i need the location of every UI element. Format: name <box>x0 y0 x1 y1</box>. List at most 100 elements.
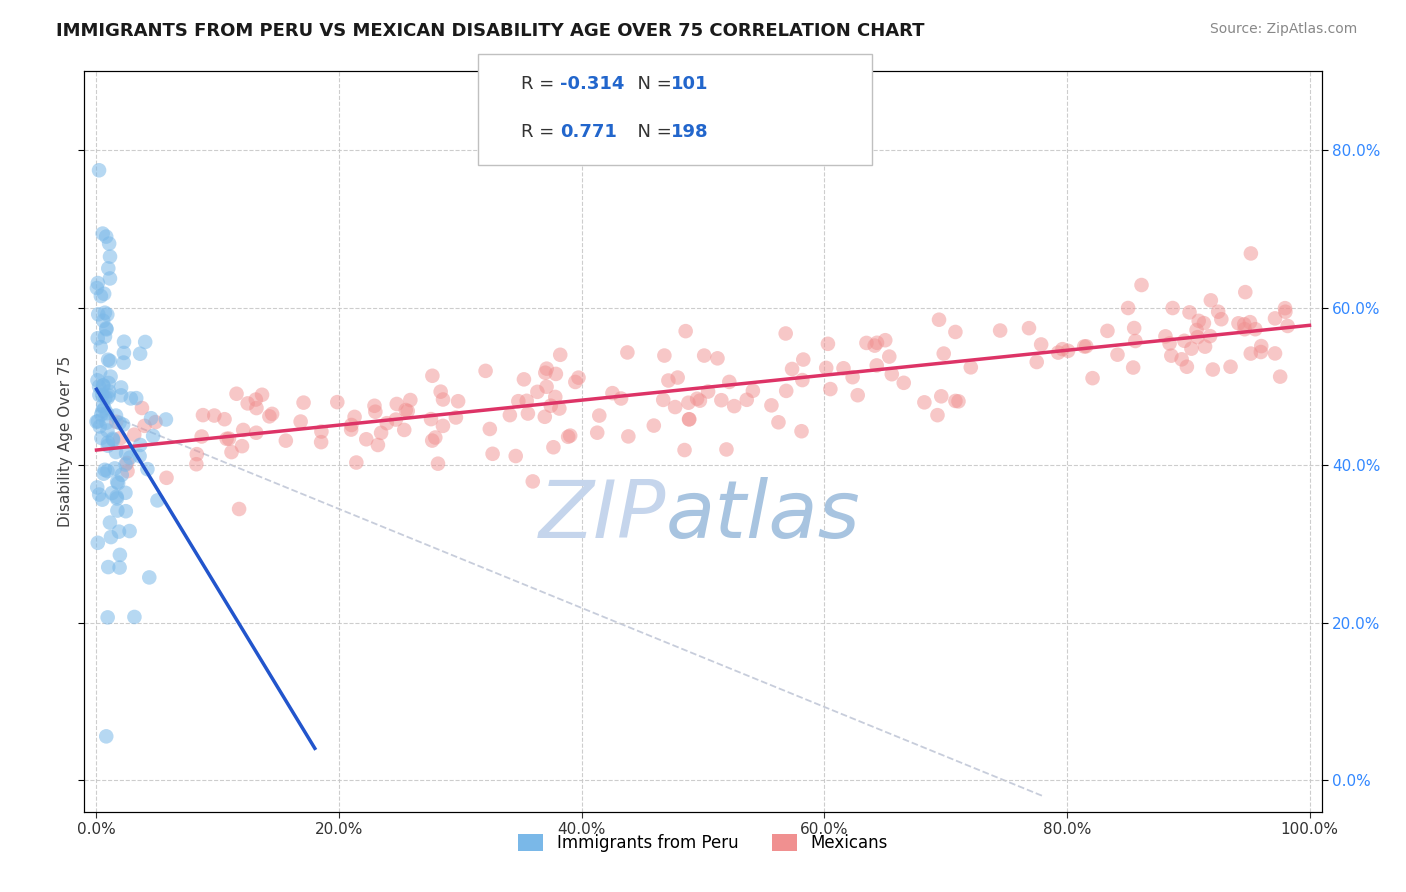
Point <box>87 536 110 550</box>
Point <box>134 334 156 349</box>
Point <box>115 446 138 460</box>
Point <box>309 435 332 450</box>
Point <box>114 504 136 518</box>
Point <box>474 364 496 378</box>
Point <box>97 610 120 624</box>
Point <box>1187 330 1209 344</box>
Point <box>385 397 408 411</box>
Point <box>1240 246 1263 260</box>
Point <box>367 438 389 452</box>
Point <box>97 439 120 453</box>
Point <box>343 409 366 424</box>
Point <box>841 370 863 384</box>
Point <box>218 432 240 446</box>
Point <box>385 412 408 426</box>
Point <box>697 384 720 399</box>
Point <box>134 418 156 433</box>
Point <box>1076 339 1098 353</box>
Point <box>508 394 530 409</box>
Point <box>155 471 177 485</box>
Point <box>228 502 250 516</box>
Point <box>420 434 443 448</box>
Point <box>87 276 110 290</box>
Point <box>673 443 696 458</box>
Point <box>124 427 146 442</box>
Point <box>146 493 169 508</box>
Point <box>689 393 711 408</box>
Point <box>87 163 110 178</box>
Point <box>98 516 121 530</box>
Point <box>1031 337 1053 351</box>
Point <box>536 361 558 376</box>
Point <box>97 376 120 390</box>
Point <box>1264 346 1286 360</box>
Point <box>104 461 127 475</box>
Point <box>557 430 579 444</box>
Point <box>610 392 633 406</box>
Point <box>90 408 112 422</box>
Point <box>775 384 797 398</box>
Point <box>128 449 150 463</box>
Point <box>91 378 114 392</box>
Point <box>90 289 112 303</box>
Point <box>1161 301 1184 315</box>
Point <box>686 392 709 406</box>
Point <box>513 372 536 386</box>
Point <box>250 388 273 402</box>
Point <box>87 379 110 393</box>
Point <box>945 393 967 408</box>
Point <box>1159 336 1181 351</box>
Point <box>86 415 108 429</box>
Point <box>706 351 728 366</box>
Point <box>1178 305 1201 319</box>
Point <box>96 730 118 744</box>
Point <box>290 415 312 429</box>
Point <box>505 449 527 463</box>
Point <box>1192 316 1215 330</box>
Point <box>780 362 803 376</box>
Point <box>723 399 745 413</box>
Point <box>516 393 538 408</box>
Point <box>96 416 118 430</box>
Point <box>395 403 418 417</box>
Point <box>97 261 120 276</box>
Point <box>221 445 243 459</box>
Point <box>560 428 582 442</box>
Point <box>138 570 160 584</box>
Point <box>877 350 900 364</box>
Point <box>214 412 236 426</box>
Point <box>768 415 790 429</box>
Point <box>1233 322 1256 336</box>
Point <box>94 391 117 405</box>
Point <box>124 610 146 624</box>
Point <box>1234 285 1257 300</box>
Point <box>643 418 665 433</box>
Point <box>108 524 131 539</box>
Point <box>87 414 110 428</box>
Point <box>678 412 700 426</box>
Point <box>375 416 398 430</box>
Point <box>526 384 548 399</box>
Point <box>1240 346 1263 360</box>
Text: ZIP: ZIP <box>538 476 666 555</box>
Point <box>89 487 111 501</box>
Point <box>117 464 139 478</box>
Point <box>1073 339 1095 353</box>
Point <box>96 322 118 336</box>
Point <box>1227 316 1250 330</box>
Point <box>548 401 571 416</box>
Point <box>499 408 522 422</box>
Point <box>1107 348 1129 362</box>
Point <box>110 380 132 394</box>
Point <box>1170 352 1192 367</box>
Point <box>912 395 935 409</box>
Point <box>91 314 114 328</box>
Point <box>125 391 148 405</box>
Point <box>98 236 121 251</box>
Point <box>522 475 544 489</box>
Point <box>792 352 814 367</box>
Point <box>1123 321 1146 335</box>
Point <box>427 457 450 471</box>
Point <box>792 373 814 387</box>
Point <box>105 415 128 429</box>
